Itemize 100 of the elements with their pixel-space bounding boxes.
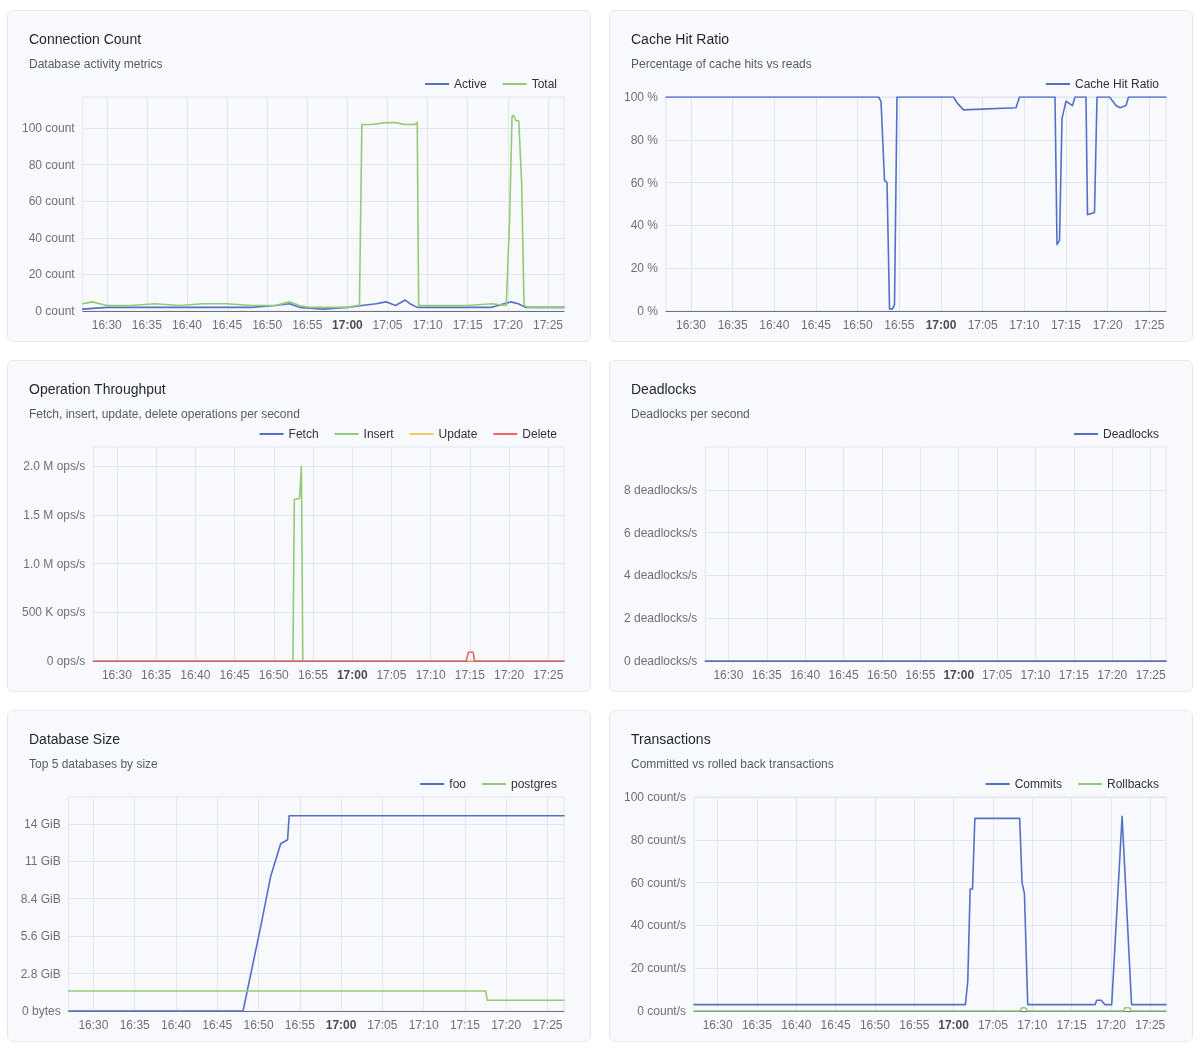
x-tick-label: 16:35 [741, 1018, 773, 1032]
x-tick-label: 16:50 [842, 318, 874, 332]
legend-label: Active [453, 77, 487, 91]
x-tick-label: 17:00 [938, 1018, 970, 1032]
line-series [665, 96, 1167, 310]
legend-label: foo [449, 777, 467, 791]
x-tick-label: 16:40 [759, 318, 790, 332]
legend-label: Commits [1014, 777, 1062, 791]
y-tick-label: 4 deadlocks/s [623, 568, 698, 583]
legend-label: Fetch [288, 427, 319, 441]
x-tick-label: 17:10 [1020, 668, 1051, 682]
y-tick-label: 0 % [637, 304, 659, 318]
y-tick-label: 20 % [630, 261, 659, 276]
line-series [67, 814, 565, 1012]
x-tick-label: 17:05 [367, 1018, 398, 1032]
x-tick-label: 17:05 [977, 1018, 1009, 1032]
y-tick-label: 80 count [28, 157, 76, 172]
y-tick-label: 5.6 GiB [20, 929, 61, 944]
x-tick-label: 17:10 [1017, 1018, 1048, 1032]
y-tick-label: 20 count [28, 267, 76, 282]
chart-subtitle: Deadlocks per second [631, 407, 750, 421]
x-tick-label: 17:05 [967, 318, 998, 332]
x-tick-label: 17:00 [336, 668, 368, 682]
x-tick-label: 16:30 [101, 668, 133, 682]
x-tick-label: 17:15 [452, 318, 484, 332]
y-tick-label: 60 % [630, 175, 659, 190]
line-series [292, 465, 304, 662]
x-tick-label: 16:55 [905, 668, 936, 682]
x-tick-label: 17:20 [1097, 668, 1128, 682]
x-tick-label: 16:50 [258, 668, 290, 682]
x-tick-label: 17:05 [372, 318, 403, 332]
x-tick-label: 17:10 [412, 318, 443, 332]
x-tick-label: 16:50 [243, 1018, 274, 1032]
legend-label: Rollbacks [1106, 777, 1160, 791]
chart-title: Deadlocks [631, 381, 697, 397]
chart-subtitle: Top 5 databases by size [29, 757, 159, 771]
x-tick-label: 17:05 [982, 668, 1013, 682]
x-tick-label: 17:00 [325, 1018, 357, 1032]
x-tick-label: 16:30 [78, 1018, 109, 1032]
legend-label: Deadlocks [1102, 427, 1159, 441]
chart-title: Connection Count [29, 31, 142, 47]
chart-subtitle: Committed vs rolled back transactions [631, 757, 834, 771]
x-tick-label: 17:10 [1009, 318, 1040, 332]
x-tick-label: 17:20 [492, 318, 524, 332]
x-tick-label: 16:40 [180, 668, 211, 682]
legend-label: Insert [363, 427, 395, 441]
x-tick-label: 16:55 [284, 1018, 316, 1032]
y-tick-label: 0 bytes [21, 1004, 61, 1018]
y-tick-label: 6 deadlocks/s [623, 525, 698, 540]
y-tick-label: 60 count [28, 194, 76, 209]
y-tick-label: 2 deadlocks/s [623, 611, 698, 626]
x-tick-label: 17:20 [1092, 318, 1123, 332]
x-tick-label: 17:00 [925, 318, 957, 332]
x-tick-label: 17:20 [494, 668, 525, 682]
x-tick-label: 16:45 [202, 1018, 233, 1032]
x-tick-label: 17:00 [943, 668, 975, 682]
x-tick-label: 16:50 [252, 318, 283, 332]
y-tick-label: 0 deadlocks/s [623, 654, 698, 668]
x-tick-label: 17:05 [376, 668, 407, 682]
y-tick-label: 11 GiB [24, 854, 61, 869]
x-tick-label: 16:35 [119, 1018, 151, 1032]
y-tick-label: 40 % [630, 218, 659, 233]
chart-subtitle: Fetch, insert, update, delete operations per second [29, 407, 300, 421]
y-tick-label: 100 count [21, 121, 76, 136]
x-tick-label: 17:20 [491, 1018, 522, 1032]
y-tick-label: 80 count/s [630, 832, 687, 847]
chart-subtitle: Percentage of cache hits vs reads [631, 57, 812, 71]
x-tick-label: 17:25 [1135, 668, 1166, 682]
legend-label: postgres [510, 777, 558, 791]
x-tick-label: 16:45 [219, 668, 250, 682]
x-tick-label: 16:55 [884, 318, 915, 332]
chart-title: Cache Hit Ratio [631, 31, 730, 47]
x-tick-label: 16:55 [899, 1018, 930, 1032]
y-tick-label: 2.8 GiB [20, 966, 61, 981]
x-tick-label: 16:35 [751, 668, 783, 682]
x-tick-label: 16:30 [91, 318, 123, 332]
x-tick-label: 16:35 [717, 318, 749, 332]
x-tick-label: 17:15 [1056, 1018, 1087, 1032]
y-tick-label: 20 count/s [630, 961, 687, 976]
x-tick-label: 16:45 [212, 318, 243, 332]
x-tick-label: 16:30 [713, 668, 744, 682]
y-tick-label: 8 deadlocks/s [623, 482, 698, 497]
x-tick-label: 17:10 [408, 1018, 440, 1032]
y-tick-label: 500 K ops/s [22, 605, 86, 620]
y-tick-label: 40 count/s [630, 918, 687, 933]
x-tick-label: 16:30 [676, 318, 707, 332]
x-tick-label: 16:45 [828, 668, 859, 682]
x-tick-label: 16:40 [161, 1018, 192, 1032]
x-tick-label: 17:15 [1050, 318, 1082, 332]
x-tick-label: 17:15 [449, 1018, 481, 1032]
x-tick-label: 16:50 [859, 1018, 891, 1032]
x-tick-label: 16:40 [171, 318, 203, 332]
y-tick-label: 2.0 M ops/s [23, 459, 86, 474]
y-tick-label: 0 count [35, 304, 76, 318]
legend-label: Cache Hit Ratio [1074, 77, 1160, 91]
x-tick-label: 16:55 [298, 668, 329, 682]
x-tick-label: 16:35 [141, 668, 172, 682]
x-tick-label: 16:30 [702, 1018, 733, 1032]
x-tick-label: 17:20 [1095, 1018, 1127, 1032]
y-tick-label: 100 % [623, 90, 659, 104]
